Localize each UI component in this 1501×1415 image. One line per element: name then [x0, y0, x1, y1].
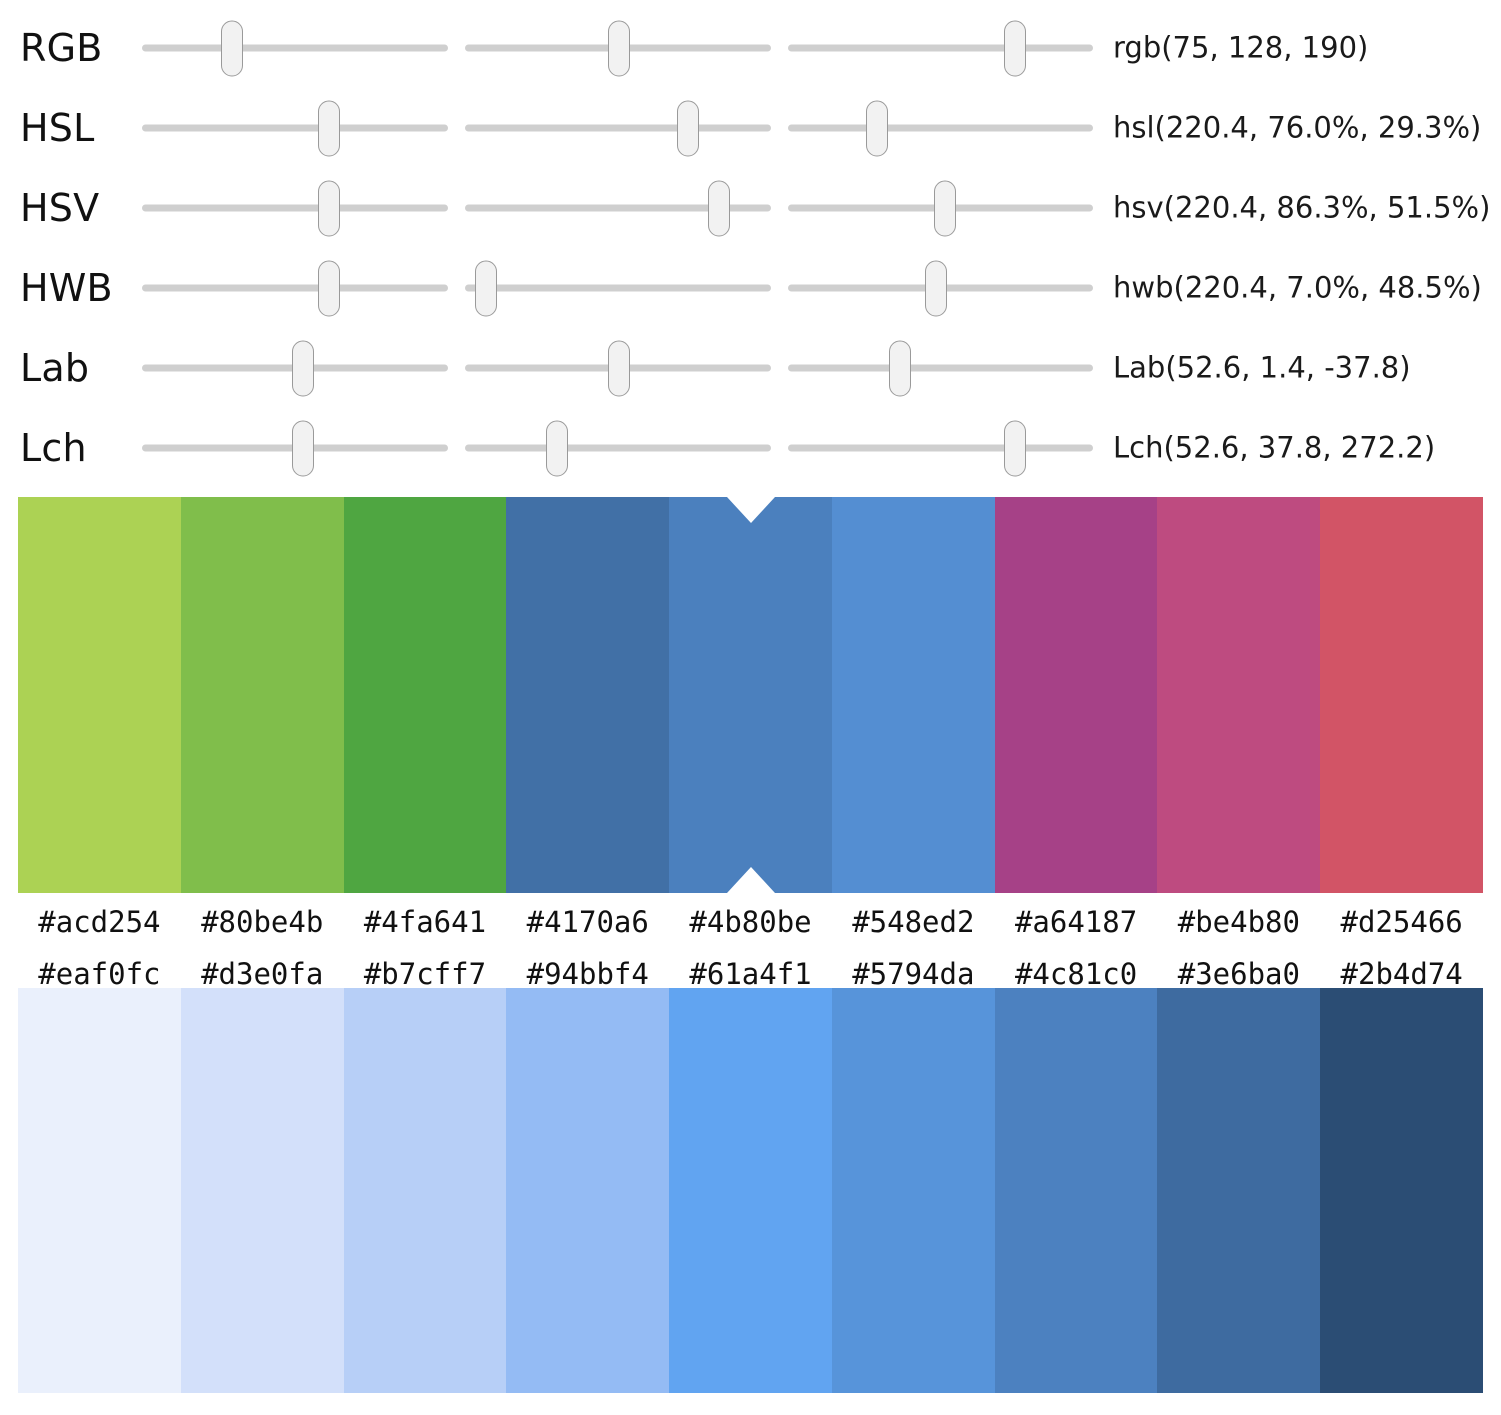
- hex-label-row-primary: #acd254 #80be4b #4fa641 #4170a6 #4b80be #548e…: [18, 908, 1483, 937]
- slider-handle-rgb-blue[interactable]: [1004, 20, 1027, 76]
- hex-code-label: #d25466: [1340, 905, 1463, 939]
- slider-track-hsv-saturation[interactable]: [465, 180, 771, 236]
- slider-track-hwb-whiteness[interactable]: [465, 260, 771, 316]
- slider-track-hsv-hue[interactable]: [142, 180, 448, 236]
- hex-code-label: #80be4b: [201, 905, 324, 939]
- hex-code-label: #2b4d74: [1340, 957, 1463, 991]
- slider-handle-rgb-green[interactable]: [607, 20, 630, 76]
- color-swatch[interactable]: [1320, 988, 1484, 1393]
- slider-track-lab-lightness[interactable]: [142, 340, 448, 396]
- hex-code-label: #94bbf4: [526, 957, 649, 991]
- hex-code-label: #b7cff7: [363, 957, 487, 991]
- slider-handle-lab-a-axis[interactable]: [607, 340, 630, 396]
- slider-handle-lab-b-axis[interactable]: [889, 340, 912, 396]
- color-value-text-rgb: rgb(75, 128, 190): [1113, 30, 1369, 65]
- color-value-text-lch: Lch(52.6, 37.8, 272.2): [1113, 430, 1436, 465]
- color-value-text-hwb: hwb(220.4, 7.0%, 48.5%): [1113, 270, 1482, 305]
- slider-handle-hwb-hue[interactable]: [318, 260, 341, 316]
- slider-handle-hsv-value[interactable]: [934, 180, 957, 236]
- slider-track-rgb-green[interactable]: [465, 20, 771, 76]
- slider-row-label: HWB: [20, 266, 113, 310]
- slider-track-hsl-hue[interactable]: [142, 100, 448, 156]
- color-swatch[interactable]: [180, 988, 344, 1393]
- slider-row-hsv: HSV hsv(220.4, 86.3%, 51.5%): [0, 168, 1501, 248]
- slider-row-hwb: HWB hwb(220.4, 7.0%, 48.5%): [0, 248, 1501, 328]
- slider-track-lab-b-axis[interactable]: [788, 340, 1093, 396]
- color-swatch[interactable]: [994, 497, 1158, 893]
- slider-track-hsv-value[interactable]: [788, 180, 1093, 236]
- slider-row-hsl: HSL hsl(220.4, 76.0%, 29.3%): [0, 88, 1501, 168]
- hex-code-label: #d3e0fa: [201, 957, 324, 991]
- hex-code-label: #acd254: [38, 905, 161, 939]
- color-swatch[interactable]: [1157, 988, 1321, 1393]
- hex-label-row-secondary: #eaf0fc #d3e0fa #b7cff7 #94bbf4 #61a4f1 #5794…: [18, 960, 1483, 989]
- color-value-text-hsl: hsl(220.4, 76.0%, 29.3%): [1113, 110, 1482, 145]
- slider-handle-rgb-red[interactable]: [220, 20, 243, 76]
- slider-track-rgb-red[interactable]: [142, 20, 448, 76]
- slider-track-lab-a-axis[interactable]: [465, 340, 771, 396]
- color-swatch[interactable]: [994, 988, 1158, 1393]
- slider-row-rgb: RGB rgb(75, 128, 190): [0, 8, 1501, 88]
- slider-handle-hsl-saturation[interactable]: [677, 100, 700, 156]
- selection-marker-bottom-icon: [726, 867, 775, 893]
- hex-code-label: #5794da: [852, 957, 975, 991]
- color-swatch[interactable]: [1320, 497, 1484, 893]
- color-swatch[interactable]: [18, 497, 181, 893]
- slider-row-lch: Lch Lch(52.6, 37.8, 272.2): [0, 408, 1501, 488]
- slider-track-hwb-hue[interactable]: [142, 260, 448, 316]
- slider-track-lch-lightness[interactable]: [142, 420, 448, 476]
- slider-track-lch-chroma[interactable]: [465, 420, 771, 476]
- slider-track-rgb-blue[interactable]: [788, 20, 1093, 76]
- hex-code-label: #a64187: [1014, 905, 1138, 939]
- color-swatch[interactable]: [1157, 497, 1321, 893]
- color-swatch[interactable]: [669, 988, 832, 1393]
- hex-code-label: #4170a6: [526, 905, 649, 939]
- color-swatch[interactable]: [343, 497, 507, 893]
- color-swatch[interactable]: [831, 497, 995, 893]
- slider-row-label: Lab: [20, 346, 90, 390]
- slider-handle-hwb-whiteness[interactable]: [475, 260, 498, 316]
- slider-row-label: HSV: [20, 186, 100, 230]
- color-value-text-hsv: hsv(220.4, 86.3%, 51.5%): [1113, 190, 1491, 225]
- color-swatch[interactable]: [831, 988, 995, 1393]
- color-value-text-lab: Lab(52.6, 1.4, -37.8): [1113, 350, 1411, 385]
- hex-code-label: #548ed2: [852, 905, 975, 939]
- slider-handle-lab-lightness[interactable]: [291, 340, 314, 396]
- hex-code-label: #be4b80: [1177, 905, 1300, 939]
- hex-code-label: #61a4f1: [689, 957, 812, 991]
- color-swatch-selected[interactable]: [669, 497, 832, 893]
- slider-handle-hwb-blackness[interactable]: [924, 260, 947, 316]
- slider-handle-lch-lightness[interactable]: [291, 420, 314, 476]
- slider-handle-lch-hue[interactable]: [1004, 420, 1027, 476]
- slider-track-lch-hue[interactable]: [788, 420, 1093, 476]
- hex-code-label: #3e6ba0: [1177, 957, 1300, 991]
- slider-handle-hsl-lightness[interactable]: [866, 100, 889, 156]
- color-swatch[interactable]: [506, 988, 670, 1393]
- selection-marker-top-icon: [726, 497, 775, 523]
- hex-code-label: #4c81c0: [1014, 957, 1138, 991]
- slider-track-hsl-lightness[interactable]: [788, 100, 1093, 156]
- slider-handle-hsl-hue[interactable]: [318, 100, 341, 156]
- slider-row-label: Lch: [20, 426, 87, 470]
- color-swatch[interactable]: [180, 497, 344, 893]
- slider-handle-hsv-hue[interactable]: [318, 180, 341, 236]
- color-model-slider-panel: RGB rgb(75, 128, 190) HSL hsl(220.4, 76.0%,…: [0, 0, 1501, 490]
- slider-row-label: RGB: [20, 26, 103, 70]
- palette-strip-secondary[interactable]: [18, 988, 1484, 1393]
- hex-code-label: #eaf0fc: [38, 957, 161, 991]
- hex-code-label: #4b80be: [689, 905, 812, 939]
- slider-row-label: HSL: [20, 106, 95, 150]
- hex-code-label: #4fa641: [363, 905, 487, 939]
- color-swatch[interactable]: [18, 988, 181, 1393]
- slider-track-hwb-blackness[interactable]: [788, 260, 1093, 316]
- color-swatch[interactable]: [506, 497, 670, 893]
- slider-track-hsl-saturation[interactable]: [465, 100, 771, 156]
- slider-row-lab: Lab Lab(52.6, 1.4, -37.8): [0, 328, 1501, 408]
- color-swatch[interactable]: [343, 988, 507, 1393]
- slider-handle-lch-chroma[interactable]: [546, 420, 569, 476]
- palette-strip-primary[interactable]: [18, 497, 1484, 893]
- slider-handle-hsv-saturation[interactable]: [707, 180, 730, 236]
